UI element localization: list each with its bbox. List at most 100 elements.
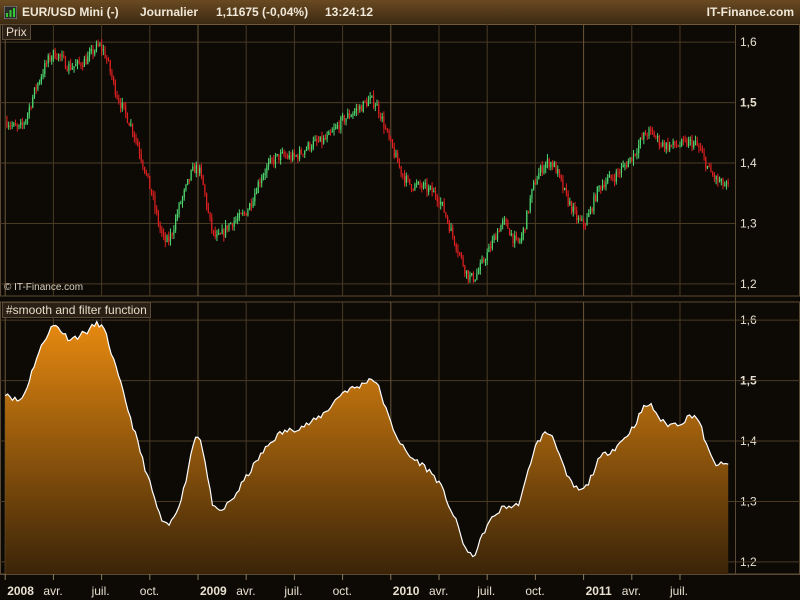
candle <box>286 156 289 159</box>
candle <box>61 55 63 57</box>
candle <box>514 235 516 244</box>
candle <box>436 196 438 202</box>
candle <box>8 125 10 127</box>
candle <box>278 154 280 160</box>
candle <box>231 223 234 227</box>
candle <box>462 256 464 266</box>
candle <box>687 140 690 146</box>
candle <box>700 147 702 150</box>
candle <box>52 50 55 58</box>
candle <box>71 67 73 70</box>
candle <box>314 139 316 141</box>
candle <box>171 233 173 235</box>
candle <box>9 125 11 127</box>
candle <box>20 122 22 126</box>
candle <box>483 259 485 262</box>
candle <box>550 162 552 168</box>
candle <box>157 212 160 225</box>
instrument-name[interactable]: EUR/USD Mini (-) <box>22 5 119 19</box>
candle <box>710 166 712 173</box>
indicator-panel[interactable]: 1,21,31,41,51,6 <box>0 301 800 575</box>
axis-separator <box>735 24 736 574</box>
candle <box>684 140 686 142</box>
candle <box>643 132 645 139</box>
candle <box>595 195 597 202</box>
candle <box>37 82 39 89</box>
candle <box>164 234 166 242</box>
candle <box>383 116 385 129</box>
candle <box>398 162 401 167</box>
x-tick-label: 2010 <box>393 584 420 598</box>
candle <box>190 170 192 180</box>
candle <box>238 213 240 219</box>
candle <box>162 233 165 235</box>
candle <box>622 165 624 168</box>
candle <box>378 103 380 115</box>
chart-canvas[interactable]: 1,21,31,41,51,6 1,21,31,41,51,6 2008 avr.… <box>0 24 800 600</box>
x-tick-label: avr. <box>622 584 641 598</box>
candle <box>565 187 567 194</box>
candle <box>393 147 395 158</box>
candle <box>658 136 660 146</box>
candle <box>340 117 342 130</box>
candle <box>121 102 123 109</box>
candle <box>355 108 357 112</box>
candle <box>119 102 122 109</box>
candle <box>527 211 530 213</box>
candle <box>650 128 652 130</box>
candle <box>548 159 550 168</box>
candle <box>104 49 106 59</box>
candle <box>386 128 388 132</box>
x-tick-label: avr. <box>429 584 448 598</box>
candle <box>107 59 110 61</box>
candle <box>471 273 473 276</box>
candle <box>720 178 722 182</box>
candle <box>500 224 502 232</box>
candle <box>249 203 251 211</box>
candle <box>693 142 695 148</box>
candle <box>431 186 433 193</box>
candle <box>51 57 53 61</box>
candle <box>417 181 419 184</box>
candle <box>724 185 726 187</box>
price-panel-label[interactable]: Prix <box>2 24 31 40</box>
candle <box>715 176 717 180</box>
candle <box>372 95 375 107</box>
candle <box>677 145 679 147</box>
candle <box>675 145 678 147</box>
candle <box>534 182 536 185</box>
candle <box>357 108 359 110</box>
candle <box>250 203 252 207</box>
candle <box>126 113 129 123</box>
candle <box>70 63 72 70</box>
candle <box>624 165 626 167</box>
candle <box>176 213 178 219</box>
candle <box>696 141 698 146</box>
candle <box>311 147 313 150</box>
candle <box>660 145 662 147</box>
brand-name[interactable]: IT-Finance.com <box>706 5 794 19</box>
candle <box>615 171 617 182</box>
candle <box>667 142 669 150</box>
candle <box>521 235 523 242</box>
candle <box>445 212 447 217</box>
candle <box>30 107 32 109</box>
candle <box>441 201 444 203</box>
price-panel[interactable]: 1,2 1,3 1,4 1,5 1,6 <box>0 24 800 297</box>
candle <box>99 44 101 46</box>
candle <box>255 193 258 195</box>
candle <box>49 55 51 61</box>
candle <box>665 142 667 150</box>
candle <box>352 113 354 116</box>
indicator-panel-label[interactable]: #smooth and filter function <box>2 302 151 318</box>
candle <box>390 138 392 140</box>
candle <box>507 221 509 229</box>
candle <box>627 161 629 168</box>
candle <box>224 225 227 237</box>
x-axis: 2008 avr. juil. oct. 2009 avr. juil. oct. 2010 av… <box>0 574 800 600</box>
candle <box>450 227 452 232</box>
candle <box>533 182 535 189</box>
candle <box>137 140 139 147</box>
candle <box>397 152 399 163</box>
period-label[interactable]: Journalier <box>140 5 199 19</box>
